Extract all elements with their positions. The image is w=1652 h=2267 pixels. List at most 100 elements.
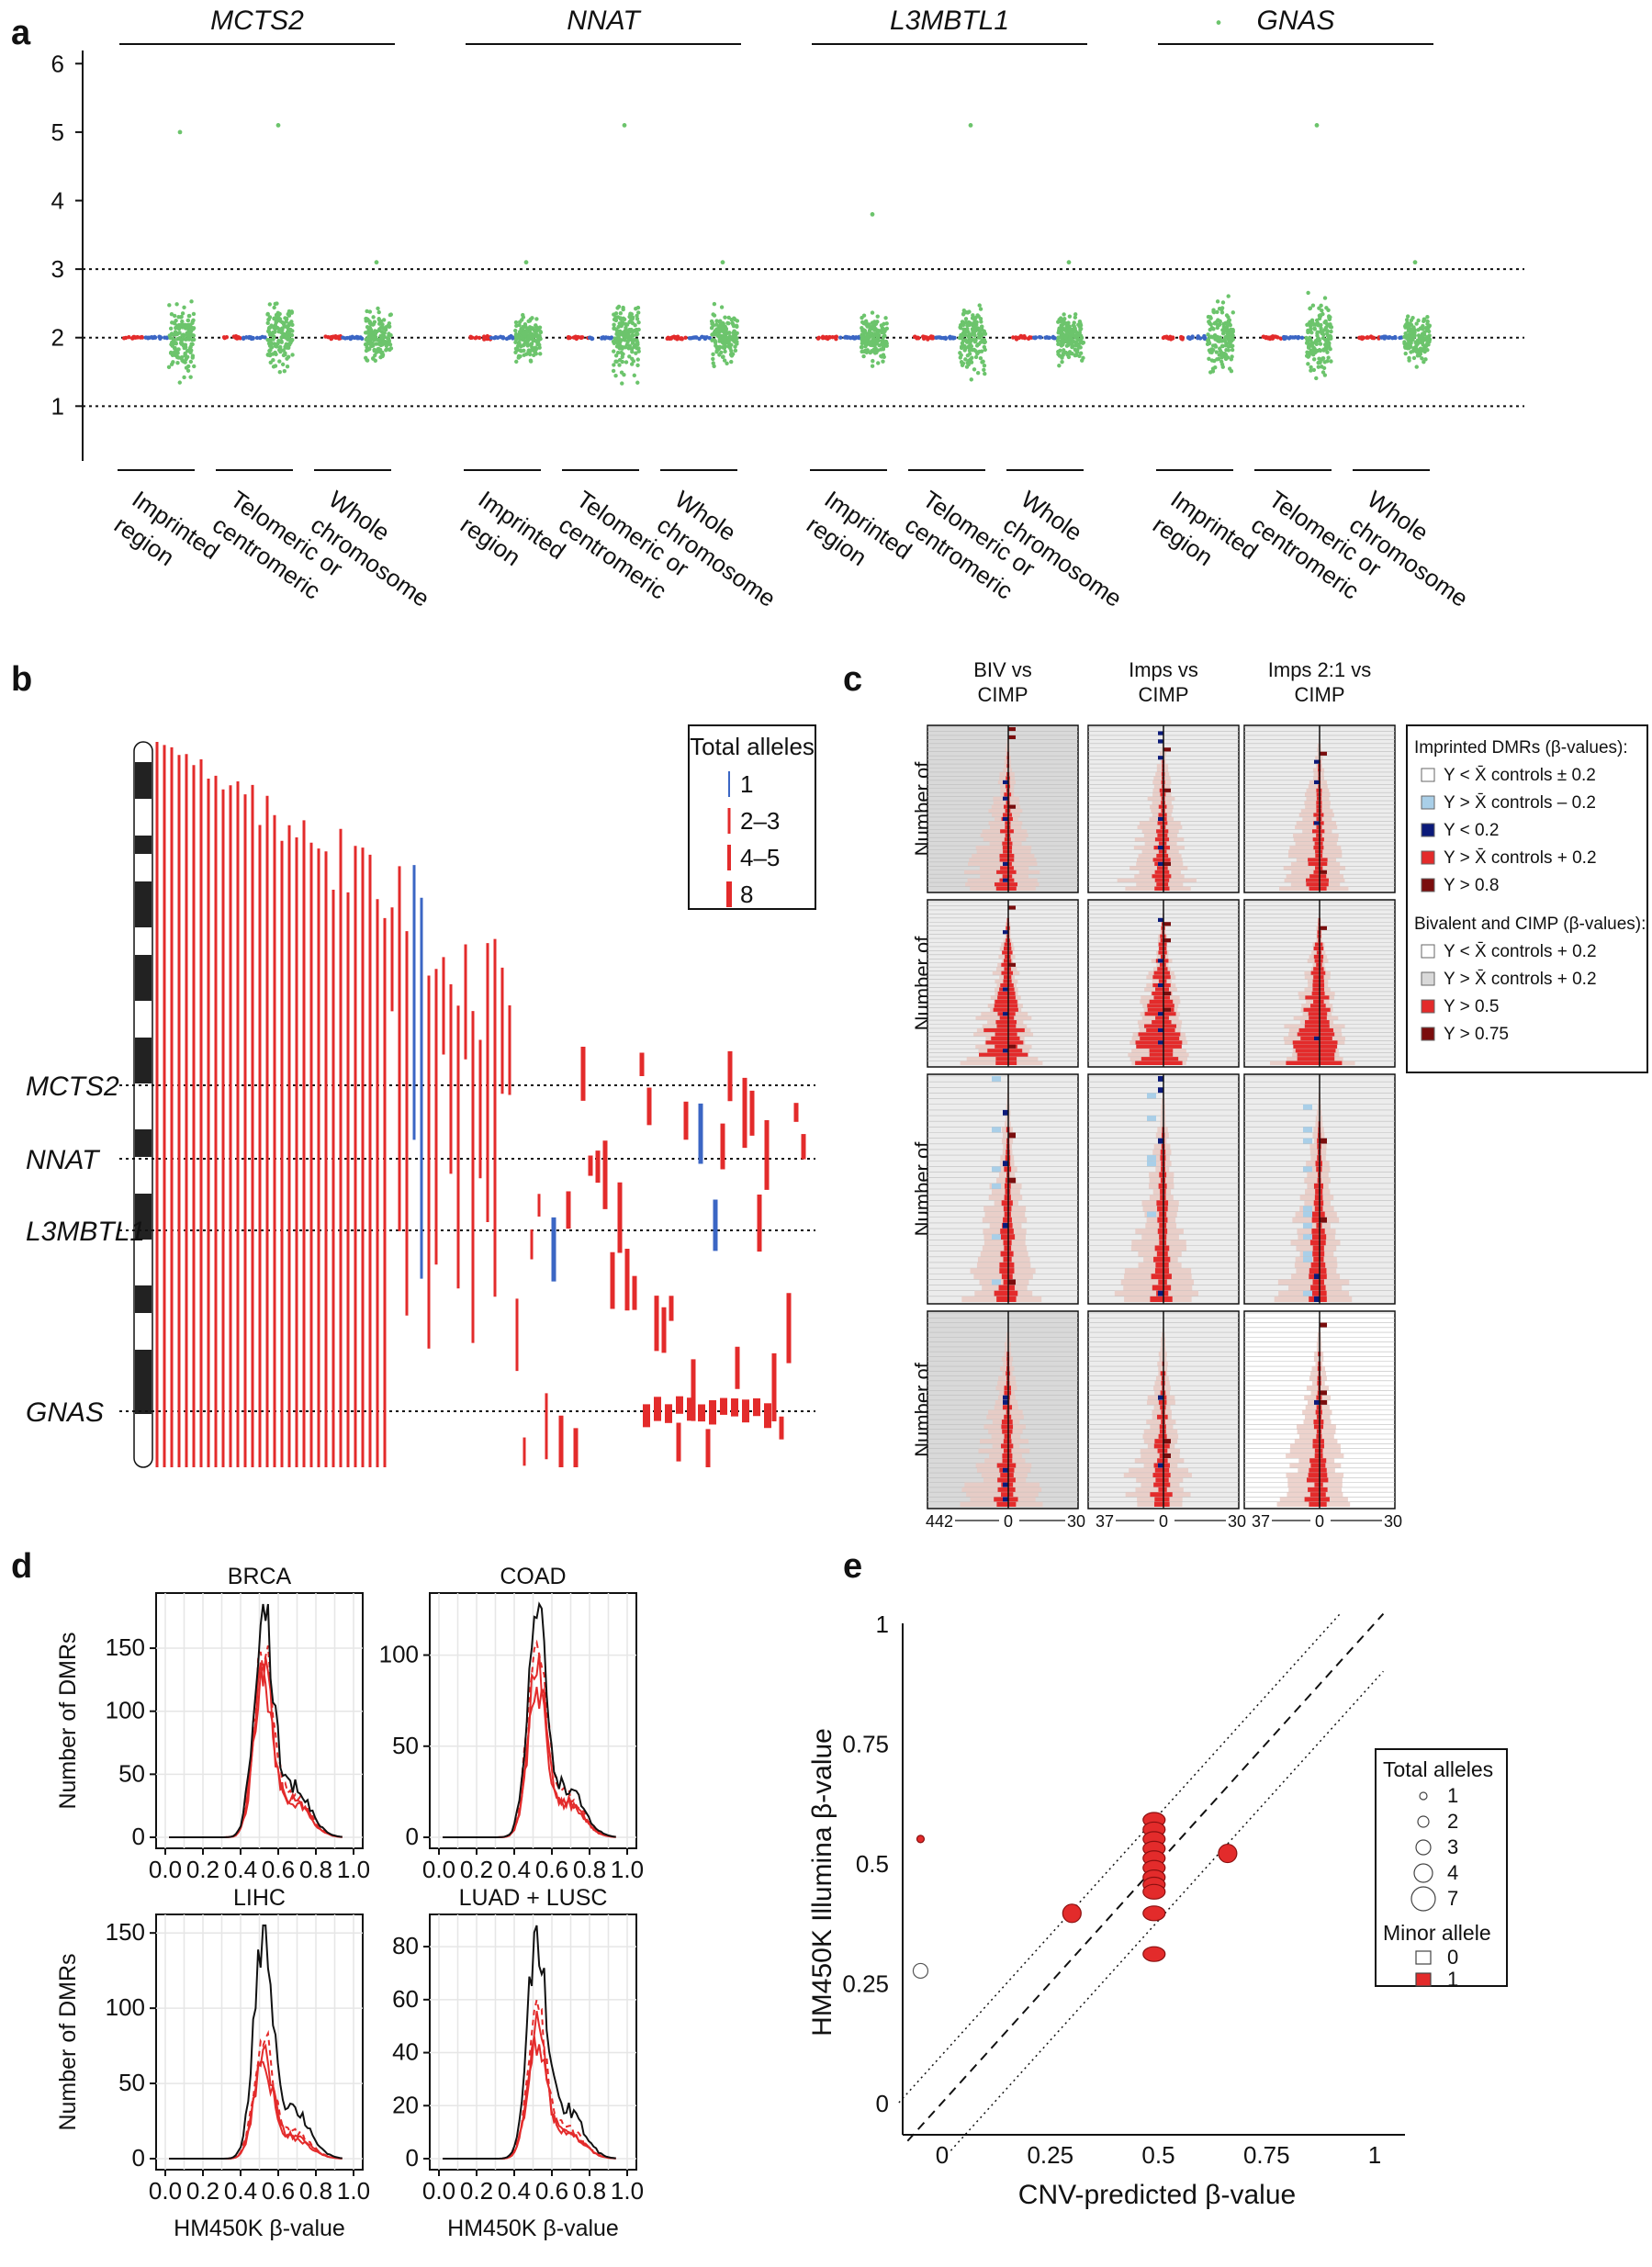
a-point-green — [975, 370, 981, 376]
e-legend-minor-label: 1 — [1447, 1968, 1458, 1991]
e-point — [1218, 1843, 1238, 1864]
c-bar-red — [1154, 1268, 1170, 1274]
a-point-green — [725, 331, 729, 335]
e-legend-title-1: Total alleles — [1383, 1757, 1493, 1781]
a-point-green — [531, 353, 536, 357]
a-point-red — [815, 336, 821, 341]
a-point-green — [979, 349, 984, 354]
a-point-green — [1057, 364, 1062, 368]
c-bar-navy — [1158, 1290, 1163, 1296]
a-point-green — [1066, 354, 1072, 360]
c-bar-red — [1003, 849, 1012, 854]
c-bar-navy — [1158, 959, 1163, 963]
a-point-green — [727, 334, 733, 339]
a-point-green — [632, 338, 637, 342]
e-legend-size-label: 1 — [1447, 1784, 1458, 1807]
a-point-green — [1217, 322, 1221, 328]
c-legend-label: Y > X̄ controls + 0.2 — [1444, 970, 1597, 989]
c-bar-pink — [1137, 825, 1183, 830]
a-point-green — [614, 329, 620, 333]
a-point-green — [1078, 351, 1084, 355]
c-bar-red — [1159, 1211, 1167, 1218]
a-point-green — [883, 316, 888, 320]
a-point-green — [184, 326, 188, 331]
c-bar-navy — [1003, 1109, 1008, 1117]
c-bar-lightblue — [1303, 1256, 1312, 1263]
c-bar-red — [999, 1262, 1015, 1269]
a-point-green — [1416, 333, 1422, 338]
a-point-green — [882, 344, 886, 349]
c-legend-swatch — [1421, 795, 1435, 810]
c-bar-red — [1297, 1057, 1335, 1061]
c-bar-red — [995, 999, 1017, 1004]
a-point-blue — [493, 335, 498, 341]
c-bar-red — [1158, 813, 1167, 817]
a-point-green — [1326, 355, 1331, 360]
c-bar-red — [1004, 975, 1012, 980]
a-point-blue — [247, 335, 252, 341]
c-bar-darkred — [1320, 1322, 1327, 1328]
a-point-green — [866, 331, 871, 337]
a-point-green — [983, 371, 987, 376]
a-point-blue — [1379, 335, 1384, 340]
a-point-red — [1274, 334, 1278, 340]
a-point-green — [376, 306, 380, 311]
a-point-green — [1323, 343, 1329, 349]
a-point-green — [288, 327, 293, 332]
a-point-green — [1229, 357, 1234, 362]
a-point-green — [735, 336, 739, 341]
c-bar-red — [1309, 1240, 1326, 1246]
a-point-green — [522, 353, 526, 357]
e-legend-size-swatch — [1419, 1791, 1428, 1801]
panel-label-e: e — [843, 1547, 862, 1586]
c-legend-title-1: Imprinted DMRs (β-values): — [1414, 738, 1628, 758]
a-point-green — [1320, 331, 1324, 335]
c-bar-darkred — [1163, 861, 1171, 867]
d-x-label: 0.6 — [262, 1856, 295, 1883]
a-point-blue — [936, 335, 940, 340]
c-bar-lightblue — [1147, 1093, 1156, 1099]
c-bar-red — [1311, 829, 1325, 834]
c-bar-red — [1311, 1211, 1325, 1218]
a-point-green — [1329, 325, 1334, 330]
a-point-blue — [1197, 336, 1203, 341]
e-legend-size-label: 7 — [1447, 1887, 1458, 1910]
d-x-label: 0.0 — [422, 2177, 455, 2205]
a-point-green — [972, 367, 977, 372]
e-legend-size-swatch — [1417, 1815, 1430, 1828]
a-point-green — [172, 338, 176, 343]
d-y-label: 100 — [379, 1641, 419, 1668]
d-subplot-title: LIHC — [233, 1885, 286, 1911]
c-bar-red — [1312, 987, 1325, 992]
c-bar-lightblue — [1147, 1211, 1156, 1218]
c-bar-red — [1001, 971, 1014, 976]
a-point-green — [1309, 368, 1313, 373]
a-point-green — [1408, 341, 1413, 346]
a-point-green — [977, 303, 982, 308]
a-point-green — [373, 331, 378, 336]
a-point-green — [883, 339, 889, 344]
a-point-green — [1324, 306, 1329, 310]
e-legend-size-label: 4 — [1447, 1861, 1458, 1884]
a-point-green — [965, 310, 971, 315]
a-point-green — [716, 346, 721, 352]
a-point-green — [1314, 318, 1320, 323]
a-point-green — [514, 359, 519, 365]
c-bar-red — [1002, 846, 1013, 850]
e-x-title: CNV-predicted β-value — [1018, 2180, 1296, 2210]
c-bar-navy — [1158, 983, 1163, 988]
c-bar-navy — [1003, 1161, 1008, 1167]
a-point-green — [277, 359, 282, 364]
a-point-green — [1407, 322, 1412, 327]
c-bar-red — [1310, 1463, 1326, 1468]
c-axis-max: 30 — [1384, 1512, 1402, 1531]
c-bar-lightblue — [1147, 1155, 1156, 1162]
a-point-green — [372, 347, 376, 353]
c-bar-red — [1315, 853, 1323, 859]
c-bar-red — [1310, 1285, 1326, 1291]
a-point-red — [121, 336, 127, 341]
c-column-title-line: Imps vs — [1129, 658, 1198, 681]
d-y-label: 50 — [392, 1732, 419, 1759]
b-gene-label: GNAS — [26, 1397, 104, 1428]
a-point-green — [1219, 310, 1225, 315]
